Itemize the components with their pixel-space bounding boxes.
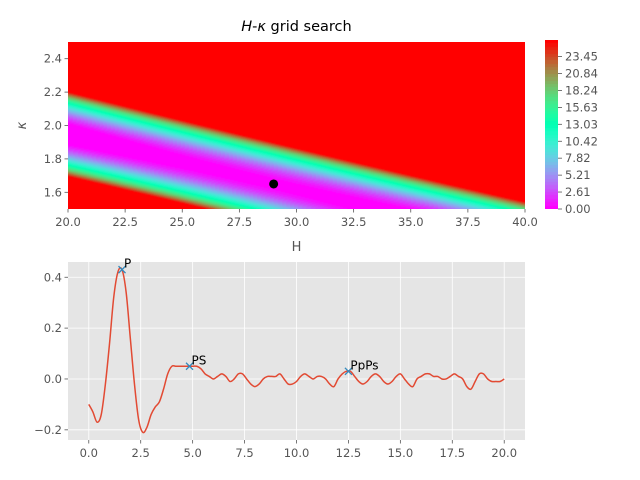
x-tick-label: 40.0 xyxy=(512,215,538,229)
heatmap-x-ticks: 20.0 22.5 25.0 27.5 30.0 32.5 35.0 37.5 40.0 xyxy=(55,209,538,229)
phase-label: P xyxy=(124,257,131,271)
heatmap-area xyxy=(68,42,525,209)
colorbar-tick-label: 5.21 xyxy=(565,168,591,182)
phase-label: PS xyxy=(192,353,207,367)
line-plot-y-ticks: −0.2 0.0 0.2 0.4 xyxy=(34,270,68,437)
receiver-function-line xyxy=(88,266,505,434)
colorbar-tick-label: 18.24 xyxy=(565,83,598,97)
heatmap-image xyxy=(68,42,525,209)
phase-label: PpPs xyxy=(350,358,378,372)
y-tick-label: 1.8 xyxy=(44,152,62,166)
best-fit-marker xyxy=(269,179,279,189)
x-tick-label: 32.5 xyxy=(341,215,367,229)
x-tick-label: 35.0 xyxy=(398,215,424,229)
colorbar-tick-label: 20.84 xyxy=(565,67,598,81)
x-tick-label: 20.0 xyxy=(55,215,81,229)
x-tick-label: 37.5 xyxy=(455,215,481,229)
x-tick-label: 22.5 xyxy=(112,215,138,229)
chart-title: H-κ grid search xyxy=(241,19,351,35)
colorbar-tick-label: 15.63 xyxy=(565,100,598,114)
y-tick-label: −0.2 xyxy=(34,423,62,437)
y-tick-label: 1.6 xyxy=(44,185,62,199)
x-tick-label: 25.0 xyxy=(169,215,195,229)
y-tick-label: 0.2 xyxy=(44,321,62,335)
phase-markers: P PS PpPs xyxy=(118,257,379,376)
phase-marker-ps xyxy=(185,362,194,371)
colorbar-tick-label: 0.00 xyxy=(565,202,591,216)
x-tick-label: 12.5 xyxy=(336,446,362,460)
x-tick-label: 10.0 xyxy=(284,446,310,460)
y-tick-label: 2.0 xyxy=(44,119,62,133)
heatmap-y-ticks: 1.6 1.8 2.0 2.2 2.4 xyxy=(44,52,68,199)
y-tick-label: 0.4 xyxy=(44,270,62,284)
y-tick-label: 0.0 xyxy=(44,372,62,386)
colorbar-tick-label: 10.42 xyxy=(565,134,598,148)
line-plot-grid xyxy=(68,262,525,440)
heatmap-x-label: H xyxy=(292,240,302,255)
x-tick-label: 2.5 xyxy=(132,446,150,460)
x-tick-label: 15.0 xyxy=(388,446,414,460)
colorbar-tick-label: 7.82 xyxy=(565,151,591,165)
line-plot-x-ticks: 0.0 2.5 5.0 7.5 10.0 12.5 15.0 17.5 20.0 xyxy=(80,440,517,460)
x-tick-label: 17.5 xyxy=(439,446,465,460)
phase-marker-ppps xyxy=(344,367,353,376)
colorbar-tick-label: 23.45 xyxy=(565,50,598,64)
colorbar-ticks: 0.00 2.61 5.21 7.82 10.42 13.03 15.63 18.24 20.8… xyxy=(558,50,598,216)
colorbar-tick-label: 2.61 xyxy=(565,185,591,199)
y-tick-label: 2.2 xyxy=(44,85,62,99)
x-tick-label: 27.5 xyxy=(227,215,253,229)
x-tick-label: 30.0 xyxy=(284,215,310,229)
x-tick-label: 20.0 xyxy=(491,446,517,460)
x-tick-label: 5.0 xyxy=(183,446,201,460)
colorbar-tick-label: 13.03 xyxy=(565,117,598,131)
heatmap-y-label: κ xyxy=(15,121,30,129)
colorbar xyxy=(545,40,558,209)
phase-marker-p xyxy=(118,265,126,274)
y-tick-label: 2.4 xyxy=(44,52,62,66)
x-tick-label: 0.0 xyxy=(80,446,98,460)
x-tick-label: 7.5 xyxy=(235,446,253,460)
